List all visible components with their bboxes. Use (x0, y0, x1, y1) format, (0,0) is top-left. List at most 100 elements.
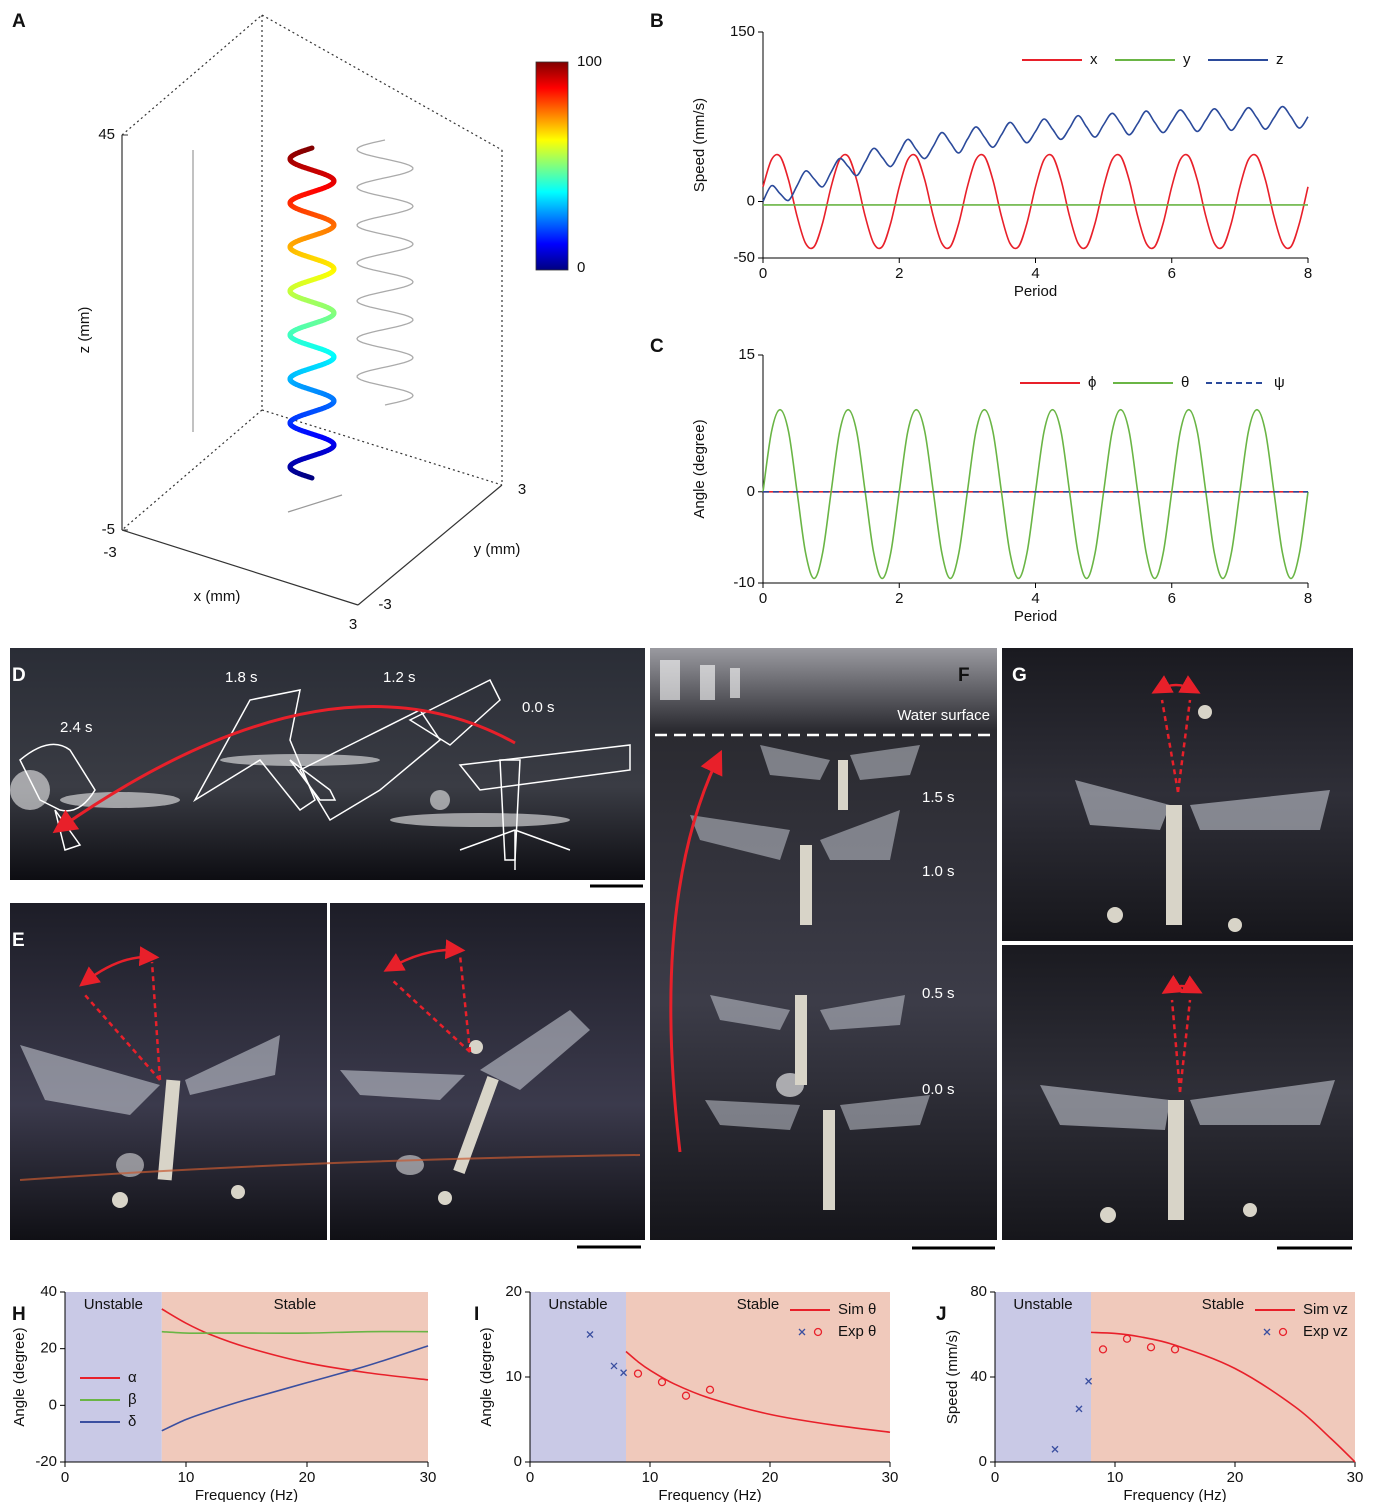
x-tick-label: 4 (1031, 590, 1039, 607)
y-tick-label: -50 (733, 249, 755, 266)
y-tick-label: 15 (738, 346, 755, 363)
marker (1170, 1345, 1180, 1354)
y-tick-label: -10 (733, 574, 755, 591)
series-line (161, 1330, 429, 1334)
y-tick-label: 0 (747, 192, 755, 209)
colorbar-tick-label: 0 (577, 259, 585, 276)
marker (1122, 1334, 1132, 1343)
series-line (161, 1345, 429, 1432)
series-line (1090, 1331, 1356, 1463)
x-tick-label: 4 (1031, 265, 1039, 282)
series-line (762, 153, 1309, 250)
panel-label: B (650, 11, 664, 32)
axis-label: z (mm) (76, 307, 93, 354)
marker (1085, 1377, 1093, 1385)
y-tick-label: 20 (505, 1283, 522, 1300)
marker (610, 1362, 618, 1370)
y-tick-label: 0 (747, 483, 755, 500)
region (995, 1292, 1091, 1462)
panel-label: G (1012, 665, 1027, 686)
legend-label: Exp θ (838, 1323, 876, 1340)
y-tick-label: 80 (970, 1283, 987, 1300)
panel-label: E (12, 930, 25, 951)
y-tick-label: -3 (378, 596, 391, 613)
region (1091, 1292, 1355, 1462)
x-tick-label: 0 (759, 265, 767, 282)
y-tick-label: 10 (505, 1368, 522, 1385)
marker (586, 1331, 594, 1338)
panel-label: I (474, 1304, 479, 1325)
panel-a-frame (121, 14, 569, 606)
region (626, 1292, 890, 1462)
x-tick-label: 10 (1107, 1469, 1124, 1486)
x-tick-label: 0 (61, 1469, 69, 1486)
y-axis-label: Angle (degree) (478, 1327, 495, 1426)
marker (705, 1385, 715, 1394)
z-tick-label: 45 (98, 126, 115, 143)
x-tick-label: 6 (1168, 590, 1176, 607)
y-tick-label: 0 (514, 1453, 522, 1470)
x-tick-label: 3 (349, 616, 357, 633)
y-axis-label: Angle (degree) (11, 1327, 28, 1426)
series-line (762, 408, 1309, 580)
y-tick-label: 0 (979, 1453, 987, 1470)
axis-label: x (mm) (194, 588, 241, 605)
legend-marker (1263, 1328, 1271, 1336)
region-label: Stable (737, 1296, 780, 1313)
marker (681, 1391, 691, 1400)
legend-label: y (1183, 51, 1191, 68)
y-tick-label: 150 (730, 23, 755, 40)
x-tick-label: 30 (420, 1469, 437, 1486)
panel-label: C (650, 336, 664, 357)
y-tick-label: 20 (40, 1340, 57, 1357)
marker (1075, 1405, 1083, 1413)
marker (1146, 1343, 1156, 1352)
legend-marker (798, 1328, 806, 1336)
photo-panels: D 2.4 s 1.8 s 1.2 s 0.0 s E F Water surf… (10, 648, 1353, 1250)
time-label: 1.5 s (922, 789, 955, 806)
x-tick-label: 10 (642, 1469, 659, 1486)
time-label: 1.0 s (922, 863, 955, 880)
legend-label: α (128, 1369, 137, 1386)
region (161, 1292, 429, 1462)
x-tick-label: -3 (103, 544, 116, 561)
marker (1098, 1345, 1108, 1354)
helix-segment (306, 145, 315, 152)
x-tick-label: 2 (895, 265, 903, 282)
x-tick-label: 20 (762, 1469, 779, 1486)
y-tick-label: 40 (970, 1368, 987, 1385)
region (530, 1292, 626, 1462)
x-tick-label: 0 (526, 1469, 534, 1486)
legend-label: θ (1181, 374, 1189, 391)
z-tick-label: -5 (102, 521, 115, 538)
surface-label: Water surface (897, 707, 990, 724)
series-line (161, 1308, 429, 1381)
legend-marker (1278, 1327, 1288, 1337)
x-tick-label: 30 (1347, 1469, 1364, 1486)
y-axis-label: Speed (mm/s) (944, 1330, 961, 1424)
panel-label: F (958, 665, 970, 686)
y-tick-label: 40 (40, 1283, 57, 1300)
x-tick-label: 10 (178, 1469, 195, 1486)
panel-label: D (12, 665, 26, 686)
time-label: 0.0 s (522, 699, 555, 716)
time-label: 0.5 s (922, 985, 955, 1002)
x-axis-label: Period (1014, 608, 1057, 625)
x-tick-label: 20 (299, 1469, 316, 1486)
x-tick-label: 8 (1304, 590, 1312, 607)
panel-label: A (12, 11, 26, 32)
x-tick-label: 8 (1304, 265, 1312, 282)
series-line (762, 105, 1309, 202)
legend-marker (813, 1327, 823, 1337)
x-tick-label: 6 (1168, 265, 1176, 282)
legend-label: x (1090, 51, 1098, 68)
region-label: Unstable (1013, 1296, 1072, 1313)
axis-label: y (mm) (474, 541, 521, 558)
y-tick-label: 0 (49, 1396, 57, 1413)
y-tick-label: -20 (35, 1453, 57, 1470)
y-axis-label: Angle (degree) (691, 419, 708, 518)
time-label: 1.2 s (383, 669, 416, 686)
helix-projection (356, 139, 414, 406)
region-label: Unstable (84, 1296, 143, 1313)
